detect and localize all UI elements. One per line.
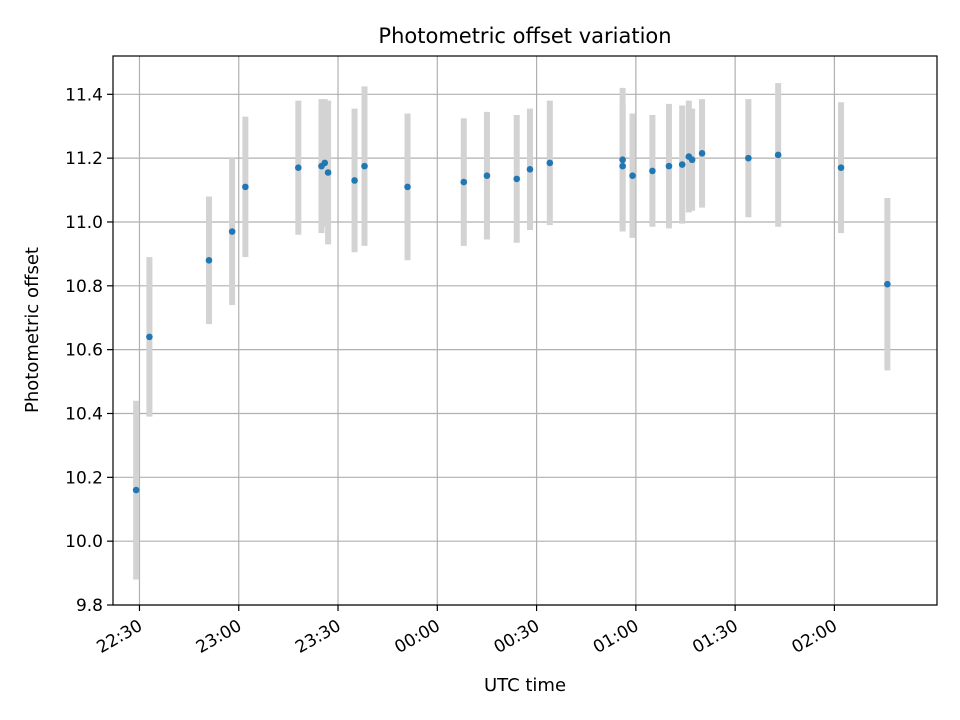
y-axis-ticks: 9.8 10.0 10.2 10.4 10.6 10.8 11.0 11.2 11.4 <box>65 85 113 616</box>
data-point <box>242 183 249 191</box>
y-tick-label: 11.0 <box>65 213 103 233</box>
data-point <box>629 172 636 179</box>
y-tick-label: 10.2 <box>65 468 103 488</box>
data-point <box>884 280 891 288</box>
x-axis-label: UTC time <box>484 675 566 696</box>
y-tick-label: 10.6 <box>65 341 103 361</box>
data-point <box>678 161 686 168</box>
data-point <box>361 162 368 170</box>
data-point <box>745 154 752 162</box>
data-point <box>774 151 782 159</box>
data-point <box>837 164 845 172</box>
chart-title: Photometric offset variation <box>378 24 671 48</box>
data-point <box>228 228 236 235</box>
data-point <box>351 177 358 184</box>
y-tick-label: 9.8 <box>76 596 103 616</box>
data-point <box>483 172 491 179</box>
data-point <box>688 156 696 164</box>
data-point <box>132 486 140 494</box>
gridlines <box>113 56 937 606</box>
data-point <box>324 169 332 176</box>
y-tick-label: 11.2 <box>65 149 103 169</box>
y-tick-label: 10.0 <box>65 532 103 552</box>
y-tick-label: 11.4 <box>65 85 103 105</box>
data-point <box>513 175 521 183</box>
data-point <box>526 166 534 173</box>
y-tick-label: 10.8 <box>65 277 103 297</box>
data-point <box>619 156 626 164</box>
data-point <box>295 164 302 172</box>
y-axis-label: Photometric offset <box>22 247 43 413</box>
plot-frame <box>112 55 938 606</box>
data-point <box>665 162 673 170</box>
data-point <box>698 150 706 157</box>
data-point <box>404 183 411 191</box>
data-point <box>460 178 468 186</box>
data-point <box>546 159 554 167</box>
data-point <box>649 167 656 175</box>
data-point <box>205 256 213 264</box>
data-point <box>146 333 153 341</box>
data-point <box>619 162 626 170</box>
data-points <box>132 150 891 494</box>
y-tick-label: 10.4 <box>65 404 103 424</box>
data-point <box>321 159 329 167</box>
